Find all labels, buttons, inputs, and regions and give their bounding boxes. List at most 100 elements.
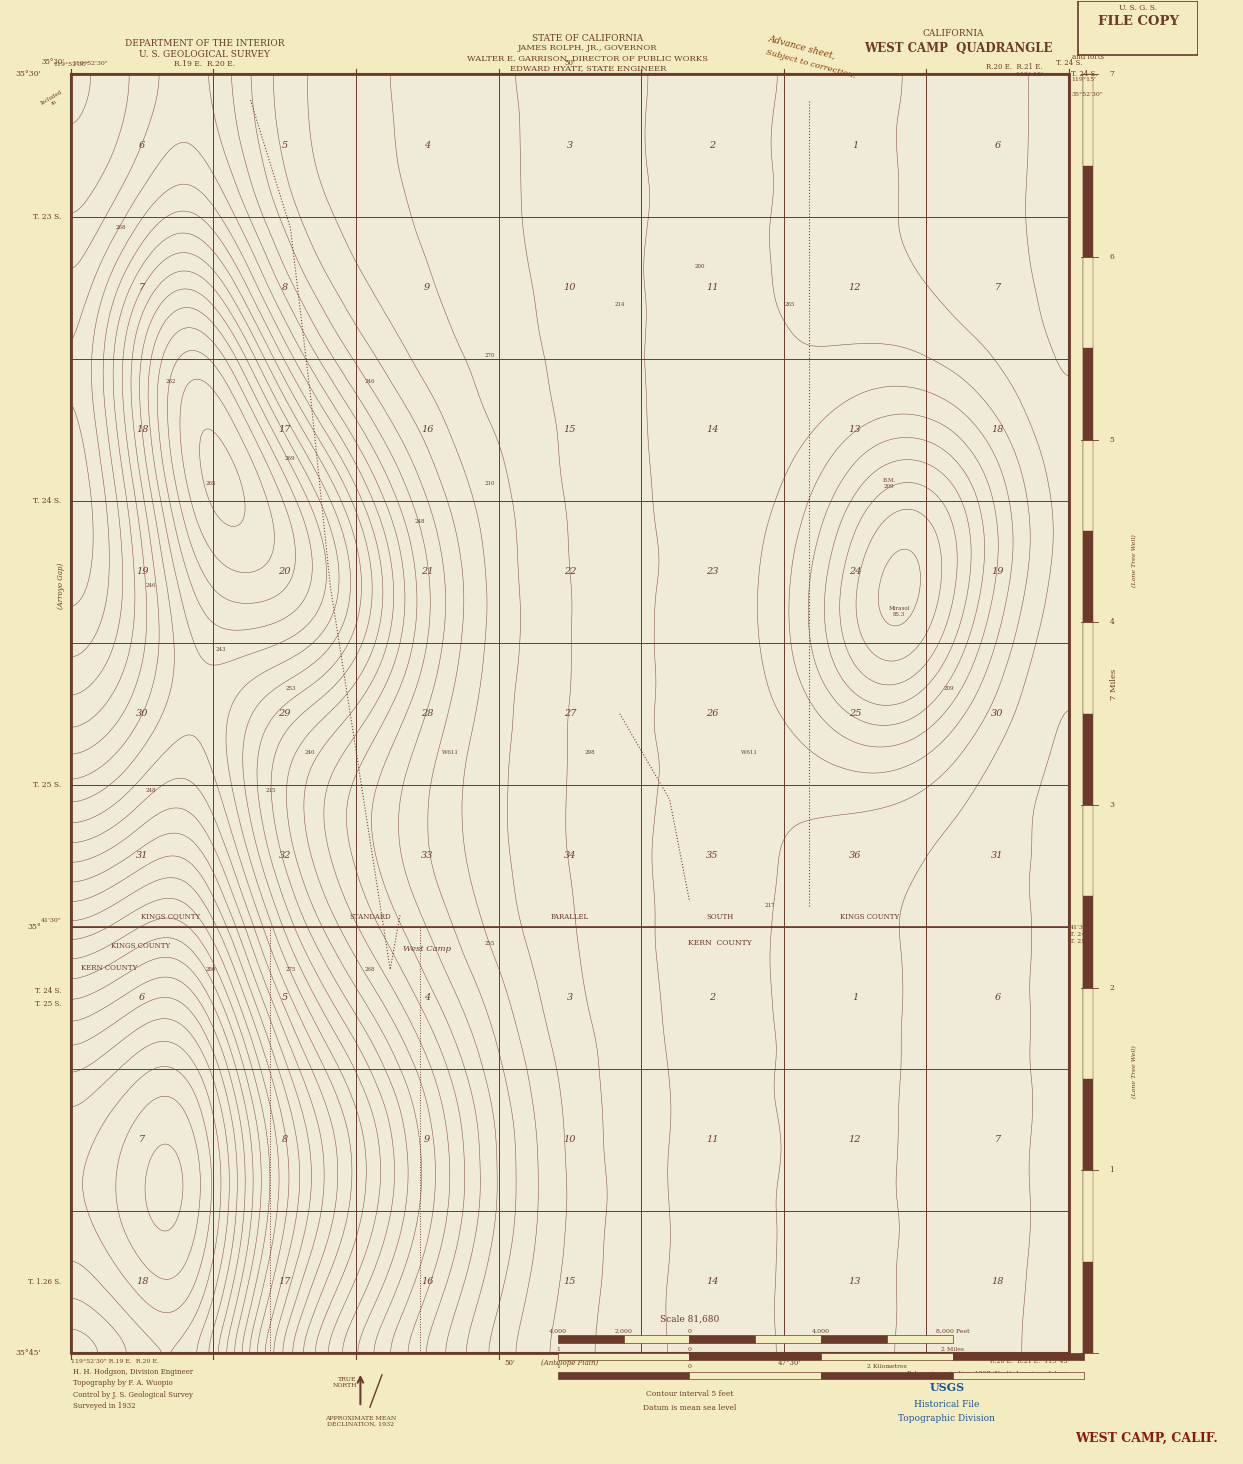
Text: TRUE
NORTH: TRUE NORTH xyxy=(332,1376,357,1388)
Bar xyxy=(558,1353,690,1360)
Text: 7: 7 xyxy=(1110,70,1115,79)
Text: 21: 21 xyxy=(421,567,434,577)
Text: 10: 10 xyxy=(563,1136,576,1145)
Text: 32: 32 xyxy=(278,851,291,861)
Text: 16: 16 xyxy=(421,1278,434,1287)
Text: 248: 248 xyxy=(415,520,425,524)
Text: 255: 255 xyxy=(485,941,495,946)
Text: Included
in: Included in xyxy=(40,89,66,111)
Bar xyxy=(822,1372,953,1379)
Text: U. S. GEOLOGICAL SURVEY: U. S. GEOLOGICAL SURVEY xyxy=(139,50,270,59)
Bar xyxy=(1083,622,1093,714)
Bar xyxy=(558,1372,690,1379)
Text: 25: 25 xyxy=(849,709,861,719)
Bar xyxy=(1083,531,1093,622)
Text: DEPARTMENT OF THE INTERIOR: DEPARTMENT OF THE INTERIOR xyxy=(126,40,285,48)
Text: 47°30': 47°30' xyxy=(778,1359,800,1367)
Text: 33: 33 xyxy=(421,851,434,861)
Bar xyxy=(822,1353,953,1360)
Text: 5: 5 xyxy=(281,141,288,149)
Text: KERN COUNTY: KERN COUNTY xyxy=(81,963,137,972)
Bar xyxy=(71,75,1069,1353)
Text: 35: 35 xyxy=(706,851,718,861)
Text: U. S. G. S.: U. S. G. S. xyxy=(1119,4,1157,12)
Text: 4: 4 xyxy=(424,994,430,1003)
Text: FILE COPY: FILE COPY xyxy=(1098,15,1178,28)
Text: Topographic Division: Topographic Division xyxy=(899,1414,996,1423)
Bar xyxy=(1083,348,1093,439)
Text: 2: 2 xyxy=(710,141,716,149)
Bar xyxy=(690,1372,822,1379)
Text: 2: 2 xyxy=(1110,984,1115,991)
Text: WEST CAMP  QUADRANGLE: WEST CAMP QUADRANGLE xyxy=(864,42,1053,56)
Text: 29: 29 xyxy=(278,709,291,719)
Text: 0: 0 xyxy=(687,1329,691,1334)
Text: 119°52'30": 119°52'30" xyxy=(72,60,108,66)
Text: 20: 20 xyxy=(278,567,291,577)
Text: 22: 22 xyxy=(563,567,576,577)
Text: KINGS COUNTY: KINGS COUNTY xyxy=(839,914,899,921)
Text: 35°30': 35°30' xyxy=(15,70,41,79)
Text: 15: 15 xyxy=(563,1278,576,1287)
Text: 240: 240 xyxy=(305,750,316,754)
Bar xyxy=(690,1353,822,1360)
Text: 253: 253 xyxy=(285,685,296,691)
Text: 28: 28 xyxy=(421,709,434,719)
Text: 6: 6 xyxy=(994,141,1001,149)
Text: 246: 246 xyxy=(365,379,375,384)
Text: 13: 13 xyxy=(849,1278,861,1287)
Text: 1: 1 xyxy=(556,1347,559,1351)
Text: 6: 6 xyxy=(139,994,145,1003)
Text: 19: 19 xyxy=(992,567,1004,577)
Text: 11: 11 xyxy=(706,1136,718,1145)
Text: CALIFORNIA: CALIFORNIA xyxy=(922,29,983,38)
Text: SOUTH: SOUTH xyxy=(706,914,733,921)
Bar xyxy=(1083,896,1093,988)
Text: 268: 268 xyxy=(116,225,126,230)
Bar xyxy=(1083,75,1093,165)
Text: 26: 26 xyxy=(706,709,718,719)
Text: 3: 3 xyxy=(567,994,573,1003)
Text: 10: 10 xyxy=(563,283,576,291)
Text: T. 24 S.: T. 24 S. xyxy=(34,496,61,505)
Text: WEST CAMP, CALIF.: WEST CAMP, CALIF. xyxy=(1075,1432,1218,1445)
Text: 200: 200 xyxy=(695,264,705,269)
Text: 3: 3 xyxy=(1110,801,1115,810)
Bar xyxy=(71,75,1069,1353)
Bar xyxy=(756,1335,822,1342)
Text: 18: 18 xyxy=(135,1278,148,1287)
Text: 214: 214 xyxy=(614,302,625,307)
Text: 30: 30 xyxy=(992,709,1004,719)
Text: (Arroyo Gap): (Arroyo Gap) xyxy=(57,562,65,609)
Text: 246: 246 xyxy=(145,583,155,589)
Text: WALTER E. GARRISON, DIRECTOR OF PUBLIC WORKS: WALTER E. GARRISON, DIRECTOR OF PUBLIC W… xyxy=(467,54,709,61)
Text: 262: 262 xyxy=(165,379,175,384)
Text: 280: 280 xyxy=(205,966,216,972)
Bar xyxy=(624,1335,690,1342)
Text: 2: 2 xyxy=(710,994,716,1003)
Text: 7: 7 xyxy=(994,283,1001,291)
Text: 0: 0 xyxy=(687,1364,691,1369)
Text: (Lone Tree Well): (Lone Tree Well) xyxy=(1132,534,1137,587)
Text: 17: 17 xyxy=(278,425,291,435)
Text: 298: 298 xyxy=(584,750,595,754)
Text: 1: 1 xyxy=(851,141,858,149)
Text: 119°15': 119°15' xyxy=(1071,78,1096,82)
Text: 119° 15': 119° 15' xyxy=(1016,72,1043,76)
Text: 119°52'30": 119°52'30" xyxy=(53,61,88,67)
Text: Historical File: Historical File xyxy=(914,1400,979,1408)
Text: Advance sheet,: Advance sheet, xyxy=(767,34,837,60)
Text: 275: 275 xyxy=(285,966,296,972)
Text: 30: 30 xyxy=(135,709,148,719)
Text: 50': 50' xyxy=(564,59,576,67)
Text: 35°45': 35°45' xyxy=(15,1348,41,1357)
Text: 35°52'30": 35°52'30" xyxy=(1071,92,1103,97)
Bar xyxy=(888,1335,953,1342)
Text: 8,000 Feet: 8,000 Feet xyxy=(936,1329,970,1334)
Text: 36: 36 xyxy=(849,851,861,861)
Text: 4,000: 4,000 xyxy=(812,1329,830,1334)
Text: T. 24 S.: T. 24 S. xyxy=(1071,70,1098,79)
Text: 5: 5 xyxy=(281,994,288,1003)
Text: (Lone Tree Well): (Lone Tree Well) xyxy=(1132,1045,1137,1098)
Text: T. 24 S.: T. 24 S. xyxy=(1055,59,1081,67)
